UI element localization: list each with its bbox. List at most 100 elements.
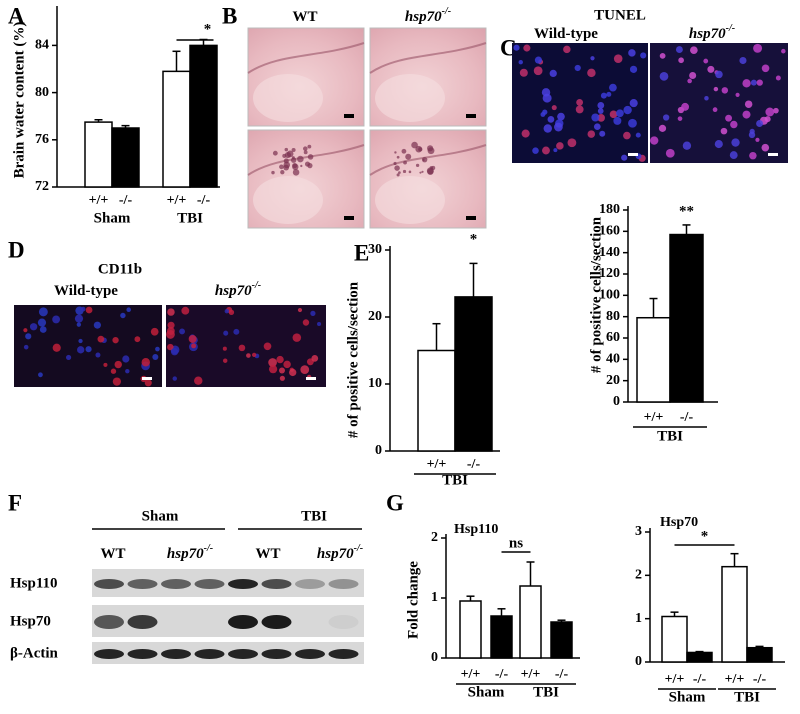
y-tick-label: 1	[431, 590, 438, 605]
lesion	[292, 163, 299, 171]
lesion	[286, 150, 294, 158]
band	[228, 649, 258, 659]
nucleus	[534, 56, 542, 64]
bar	[661, 615, 688, 663]
nucleus	[597, 108, 604, 114]
y-tick-label: 180	[599, 202, 620, 217]
lesion	[303, 150, 308, 155]
nucleus	[167, 321, 175, 329]
striatum	[375, 74, 445, 122]
nucleus	[753, 43, 763, 53]
band	[295, 579, 325, 589]
bar	[417, 349, 456, 452]
column-label: hsp70-/-	[405, 6, 451, 25]
series-label: -/-	[693, 672, 707, 687]
y-axis-label: Fold change	[405, 561, 421, 639]
band	[328, 649, 359, 659]
nucleus	[720, 127, 728, 135]
nucleus	[542, 93, 552, 103]
y-tick-label: 100	[599, 288, 620, 303]
lesion	[419, 171, 422, 174]
series-label: +/+	[665, 672, 685, 687]
nucleus	[23, 328, 28, 333]
nucleus	[170, 348, 179, 356]
nucleus	[567, 138, 577, 148]
nucleus	[590, 56, 595, 61]
nucleus	[563, 45, 571, 54]
nucleus	[597, 114, 605, 122]
nucleus	[223, 330, 229, 336]
y-tick-label: 10	[368, 376, 382, 391]
nucleus	[110, 368, 117, 374]
error-bar	[730, 552, 739, 567]
nucleus	[755, 137, 760, 142]
nucleus	[112, 337, 119, 344]
y-tick-label: 0	[431, 650, 438, 665]
lesion	[307, 144, 312, 149]
y-tick-label: 0	[635, 654, 642, 669]
nucleus	[289, 368, 297, 377]
nucleus	[725, 114, 732, 122]
lesion	[272, 150, 278, 156]
column-label: WT	[292, 9, 317, 25]
series-label: -/-	[197, 193, 211, 208]
bar	[686, 651, 713, 663]
y-tick-label: 140	[599, 245, 620, 260]
nucleus	[609, 110, 618, 119]
lesion	[427, 147, 435, 155]
error-bar	[649, 297, 658, 318]
label-text: Wild-type	[534, 26, 598, 42]
series-label: -/-	[555, 667, 569, 682]
nucleus	[302, 319, 310, 326]
nucleus	[650, 136, 659, 145]
nucleus	[609, 83, 617, 92]
band	[228, 615, 258, 629]
nucleus	[141, 358, 151, 367]
nucleus	[662, 114, 670, 121]
category-label: TBI	[734, 689, 760, 705]
lesion	[291, 147, 296, 152]
category-label: TBI	[657, 428, 683, 444]
lesion	[393, 161, 397, 166]
y-tick-label: 72	[35, 179, 49, 194]
nucleus	[238, 344, 246, 352]
nucleus	[613, 116, 622, 125]
striatum	[253, 176, 323, 224]
scale-bar	[306, 377, 316, 380]
panel-title: TUNEL	[594, 7, 646, 23]
nucleus	[744, 100, 753, 108]
nucleus	[553, 148, 558, 153]
significance-label: ns	[509, 535, 523, 551]
bar	[519, 585, 542, 659]
nucleus	[677, 116, 683, 121]
nucleus	[742, 79, 751, 88]
lesion	[398, 171, 401, 174]
nucleus	[613, 54, 623, 63]
bar	[111, 127, 140, 188]
lesion	[411, 141, 418, 149]
nucleus	[593, 123, 601, 131]
nucleus	[687, 78, 692, 84]
lesion	[271, 170, 275, 175]
nucleus	[773, 107, 779, 114]
nucleus	[23, 344, 29, 350]
scale-bar	[768, 153, 778, 156]
nucleus	[629, 99, 638, 108]
label-text: hsp70	[689, 26, 726, 42]
nucleus	[551, 105, 557, 111]
nucleus	[587, 130, 596, 138]
series-label: -/-	[753, 672, 767, 687]
y-tick-label: 84	[35, 38, 49, 53]
lesion	[396, 155, 400, 159]
nucleus	[167, 343, 174, 351]
nucleus	[78, 338, 83, 344]
lesion	[297, 155, 304, 163]
band	[261, 649, 292, 659]
nucleus	[665, 148, 675, 158]
nucleus	[682, 141, 692, 150]
nucleus	[29, 323, 38, 331]
nucleus	[97, 335, 105, 343]
nucleus	[750, 79, 757, 86]
lesion	[402, 169, 407, 174]
nucleus	[681, 102, 690, 111]
